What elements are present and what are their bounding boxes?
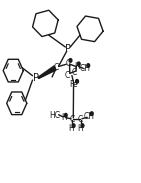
Text: CH: CH [80,64,91,73]
Text: H: H [69,124,74,133]
Circle shape [72,124,75,127]
Text: C: C [69,115,75,124]
Circle shape [64,113,67,117]
Text: H: H [78,124,83,133]
Circle shape [76,80,78,83]
Circle shape [90,112,93,115]
Text: HC: HC [50,111,61,120]
Text: C: C [78,115,83,124]
Text: C: C [53,63,59,72]
Polygon shape [38,66,56,79]
Text: H: H [61,113,67,122]
Circle shape [69,59,72,62]
Text: C: C [72,68,77,77]
Text: CH: CH [83,112,94,122]
Circle shape [87,64,90,67]
Text: C: C [65,59,71,68]
Text: P: P [33,73,39,83]
Circle shape [81,124,84,127]
Text: H: H [74,62,80,71]
Text: Fe: Fe [70,80,78,89]
Text: C: C [65,71,70,80]
Circle shape [77,62,80,66]
Text: P: P [65,44,71,54]
